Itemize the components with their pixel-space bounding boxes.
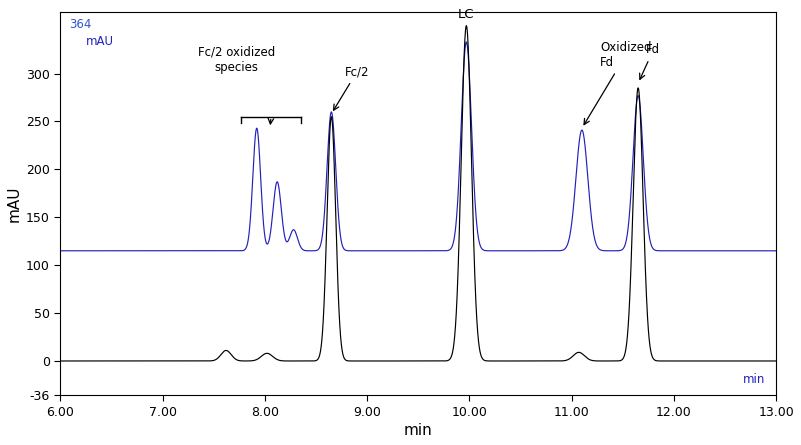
- X-axis label: min: min: [404, 423, 433, 438]
- Text: mAU: mAU: [86, 35, 114, 48]
- Text: Fc/2: Fc/2: [333, 65, 369, 110]
- Text: Fd: Fd: [640, 43, 661, 79]
- Text: 364: 364: [69, 18, 91, 31]
- Text: min: min: [743, 373, 766, 386]
- Text: Oxidized
Fd: Oxidized Fd: [584, 41, 652, 125]
- Text: LC: LC: [458, 8, 475, 21]
- Text: Fc/2 oxidized
species: Fc/2 oxidized species: [198, 45, 275, 73]
- Y-axis label: mAU: mAU: [7, 186, 22, 222]
